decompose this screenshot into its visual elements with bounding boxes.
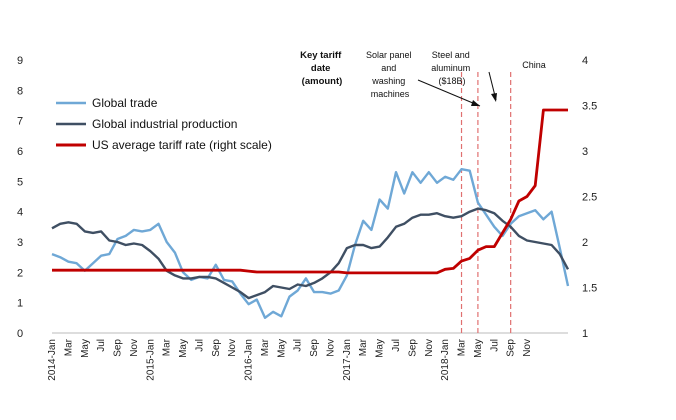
- left-tick-9: 9: [17, 55, 23, 67]
- x-tick-16: Sep: [309, 339, 320, 357]
- right-tick-3: 3: [582, 146, 588, 158]
- x-tick-10: Sep: [211, 339, 222, 357]
- x-tick-0: 2014-Jan: [47, 339, 58, 381]
- series-line-tariff-rate: [52, 108, 568, 275]
- x-tick-13: Mar: [260, 338, 271, 356]
- left-tick-5: 5: [17, 176, 23, 188]
- left-tick-4: 4: [17, 207, 23, 219]
- left-tick-1: 1: [17, 298, 23, 310]
- x-tick-28: Sep: [506, 339, 517, 357]
- right-tick-2: 2: [582, 237, 588, 249]
- left-tick-7: 7: [17, 116, 23, 128]
- x-tick-17: Nov: [325, 339, 336, 357]
- x-tick-1: Mar: [63, 338, 74, 356]
- x-tick-24: 2018-Jan: [440, 339, 451, 381]
- arrow-steel-head: [491, 93, 497, 102]
- annotation-china: China: [522, 60, 546, 70]
- arrow-solar-head: [471, 100, 480, 106]
- right-tick-4: 4: [582, 55, 588, 67]
- arrow-solar: [417, 79, 481, 107]
- legend-label-industrial-production: Global industrial production: [92, 117, 237, 131]
- x-tick-21: Jul: [391, 339, 402, 352]
- x-tick-8: May: [178, 339, 189, 358]
- x-tick-18: 2017-Jan: [342, 339, 353, 381]
- tariff-annotations: Key tariff date (amount) Solar panel and…: [300, 50, 546, 107]
- x-tick-27: Jul: [489, 339, 500, 352]
- x-tick-11: Nov: [227, 339, 238, 357]
- x-tick-19: Mar: [358, 338, 369, 356]
- x-tick-15: Jul: [293, 339, 304, 352]
- x-tick-4: Sep: [113, 339, 124, 357]
- x-tick-25: Mar: [457, 338, 468, 356]
- x-tick-3: Jul: [96, 339, 107, 352]
- tariff-date-lines: [460, 72, 512, 333]
- x-tick-6: 2015-Jan: [145, 339, 156, 381]
- annotation-steel-aluminum: Steel and aluminum ($18B): [431, 50, 473, 86]
- series-line-industrial-production: [51, 207, 570, 300]
- right-tick-1: 1: [582, 328, 588, 340]
- x-tick-14: May: [276, 339, 287, 358]
- x-tick-23: Nov: [424, 339, 435, 357]
- annotation-header: Key tariff date (amount): [300, 50, 344, 87]
- left-tick-3: 3: [17, 237, 23, 249]
- x-tick-7: Mar: [162, 338, 173, 356]
- right-tick-1-5: 1.5: [582, 283, 597, 295]
- legend: Global trade Global industrial productio…: [56, 96, 272, 152]
- x-tick-29: Nov: [522, 339, 533, 357]
- right-tick-2-5: 2.5: [582, 192, 597, 204]
- x-tick-12: 2016-Jan: [244, 339, 255, 381]
- x-tick-22: Sep: [407, 339, 418, 357]
- x-axis: 2014-Jan Mar May Jul Sep Nov 2015-Jan Mar May Jul…: [47, 338, 533, 380]
- x-tick-26: May: [473, 339, 484, 358]
- legend-label-tariff-rate: US average tariff rate (right scale): [92, 138, 272, 152]
- series-group: [51, 108, 570, 319]
- x-tick-9: Jul: [194, 339, 205, 352]
- x-tick-20: May: [375, 339, 386, 358]
- right-y-axis: 1 1.5 2 2.5 3 3.5 4: [582, 55, 597, 340]
- left-y-axis: 0 1 2 3 4 5 6 7 8 9: [17, 55, 23, 340]
- left-tick-6: 6: [17, 146, 23, 158]
- left-tick-2: 2: [17, 267, 23, 279]
- x-tick-2: May: [80, 339, 91, 358]
- right-tick-3-5: 3.5: [582, 101, 597, 113]
- annotation-solar-washing: Solar panel and washing machines: [366, 50, 414, 99]
- left-tick-0: 0: [17, 328, 23, 340]
- x-tick-5: Nov: [129, 339, 140, 357]
- left-tick-8: 8: [17, 85, 23, 97]
- legend-label-global-trade: Global trade: [92, 96, 158, 110]
